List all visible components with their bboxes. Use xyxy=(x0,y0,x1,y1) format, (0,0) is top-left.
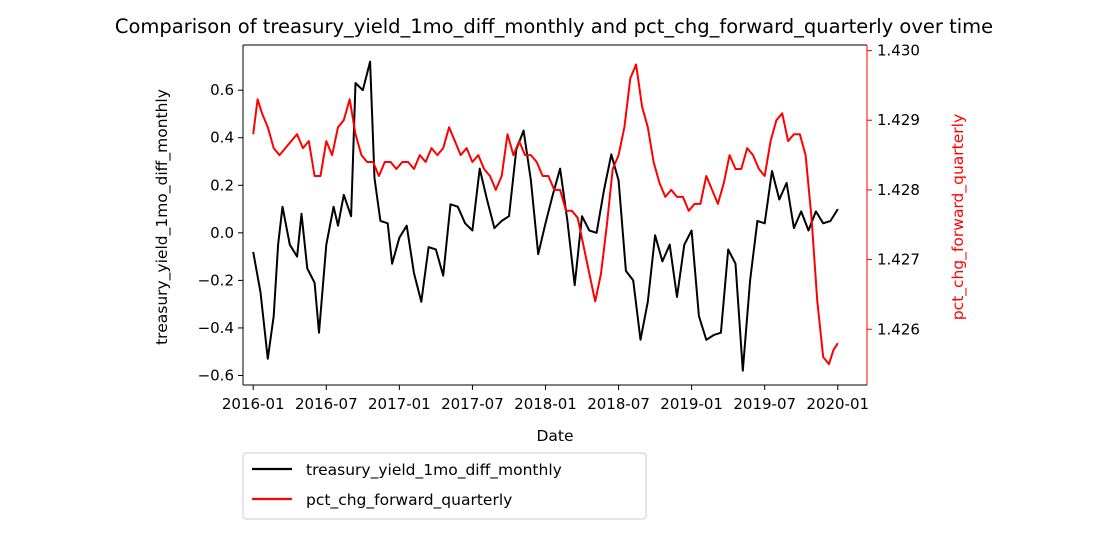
right-y-axis-ticks: 1.426 1.427 1.428 1.429 1.430 xyxy=(867,42,920,338)
left-y-tick-label: −0.2 xyxy=(198,271,234,289)
x-tick-label: 2018-07 xyxy=(587,395,650,413)
right-y-tick-label: 1.430 xyxy=(877,42,920,60)
x-tick-label: 2017-01 xyxy=(368,395,431,413)
left-y-tick-label: 0.4 xyxy=(210,129,234,147)
right-y-axis-title: pct_chg_forward_quarterly xyxy=(949,114,968,320)
legend-box xyxy=(242,452,647,520)
x-tick-label: 2019-01 xyxy=(660,395,723,413)
right-y-tick-label: 1.427 xyxy=(877,251,920,269)
left-y-tick-label: 0.0 xyxy=(210,224,234,242)
series-layer xyxy=(252,60,839,372)
left-y-tick-label: −0.6 xyxy=(198,366,234,384)
x-tick-label: 2016-01 xyxy=(222,395,285,413)
legend-label-series-1: treasury_yield_1mo_diff_monthly xyxy=(306,461,562,480)
series-line-treasury-yield xyxy=(252,60,839,372)
x-axis-title: Date xyxy=(536,427,573,445)
left-y-axis-title: treasury_yield_1mo_diff_monthly xyxy=(153,89,172,345)
series-line-pct-chg-forward xyxy=(252,63,839,366)
right-y-tick-label: 1.429 xyxy=(877,111,920,129)
right-y-tick-label: 1.428 xyxy=(877,181,920,199)
x-tick-label: 2018-01 xyxy=(514,395,577,413)
left-y-tick-label: 0.2 xyxy=(210,176,234,194)
right-y-tick-label: 1.426 xyxy=(877,320,920,338)
x-tick-label: 2017-07 xyxy=(441,395,504,413)
x-tick-label: 2020-01 xyxy=(806,395,869,413)
left-y-tick-label: 0.6 xyxy=(210,81,234,99)
chart-title: Comparison of treasury_yield_1mo_diff_mo… xyxy=(115,15,993,38)
plot-frame xyxy=(242,44,868,386)
x-axis-ticks: 2016-01 2016-07 2017-01 2017-07 2018-01 2018-… xyxy=(222,385,869,413)
left-y-axis-ticks: −0.6 −0.4 −0.2 0.0 0.2 0.4 0.6 xyxy=(198,81,243,384)
x-tick-label: 2016-07 xyxy=(295,395,358,413)
legend-label-series-2: pct_chg_forward_quarterly xyxy=(306,491,512,510)
left-y-tick-label: −0.4 xyxy=(198,319,234,337)
x-tick-label: 2019-07 xyxy=(733,395,796,413)
legend: treasury_yield_1mo_diff_monthly pct_chg_… xyxy=(242,452,647,520)
